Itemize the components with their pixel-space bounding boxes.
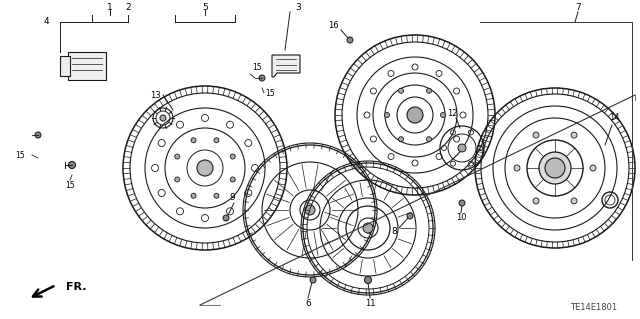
Circle shape: [399, 88, 403, 93]
Circle shape: [197, 160, 213, 176]
Circle shape: [305, 205, 315, 215]
Circle shape: [571, 132, 577, 138]
Circle shape: [230, 177, 236, 182]
Text: 15: 15: [252, 63, 262, 72]
Circle shape: [347, 37, 353, 43]
Text: 7: 7: [575, 3, 581, 11]
Circle shape: [440, 113, 445, 117]
Circle shape: [571, 198, 577, 204]
Circle shape: [160, 115, 166, 121]
Text: 11: 11: [365, 300, 375, 308]
Circle shape: [214, 138, 219, 143]
Bar: [60, 56, 70, 76]
Circle shape: [230, 154, 236, 159]
Text: 6: 6: [305, 300, 311, 308]
Text: TE14E1801: TE14E1801: [570, 303, 618, 313]
Text: 13: 13: [150, 91, 160, 100]
Circle shape: [426, 88, 431, 93]
Text: 12: 12: [447, 108, 457, 117]
Text: 5: 5: [202, 3, 208, 11]
Circle shape: [68, 161, 76, 168]
Polygon shape: [272, 55, 300, 77]
Text: 2: 2: [125, 3, 131, 11]
Circle shape: [365, 277, 371, 284]
Circle shape: [310, 277, 316, 283]
Circle shape: [191, 193, 196, 198]
Text: 14: 14: [609, 114, 620, 122]
Circle shape: [459, 200, 465, 206]
Bar: [68, 52, 106, 80]
Circle shape: [214, 193, 219, 198]
Circle shape: [223, 215, 229, 221]
Text: 15: 15: [15, 151, 25, 160]
Circle shape: [363, 223, 373, 233]
Circle shape: [533, 132, 539, 138]
Text: FR.: FR.: [66, 282, 86, 292]
Circle shape: [590, 165, 596, 171]
Circle shape: [175, 177, 180, 182]
Circle shape: [175, 154, 180, 159]
Circle shape: [191, 138, 196, 143]
Circle shape: [259, 75, 265, 81]
Circle shape: [545, 158, 565, 178]
Circle shape: [407, 107, 423, 123]
Text: 1: 1: [107, 3, 113, 11]
Text: 15: 15: [65, 181, 75, 189]
Circle shape: [533, 198, 539, 204]
Circle shape: [426, 137, 431, 142]
Circle shape: [407, 213, 413, 219]
Text: 16: 16: [328, 21, 339, 31]
Circle shape: [514, 165, 520, 171]
Circle shape: [399, 137, 403, 142]
Circle shape: [539, 152, 571, 184]
Circle shape: [385, 113, 390, 117]
Text: 8: 8: [391, 227, 397, 236]
Text: 3: 3: [295, 3, 301, 11]
Circle shape: [35, 132, 41, 138]
Text: 9: 9: [229, 194, 235, 203]
Text: 15: 15: [265, 88, 275, 98]
Circle shape: [458, 144, 466, 152]
Text: 10: 10: [456, 213, 467, 222]
Text: 4: 4: [43, 18, 49, 26]
